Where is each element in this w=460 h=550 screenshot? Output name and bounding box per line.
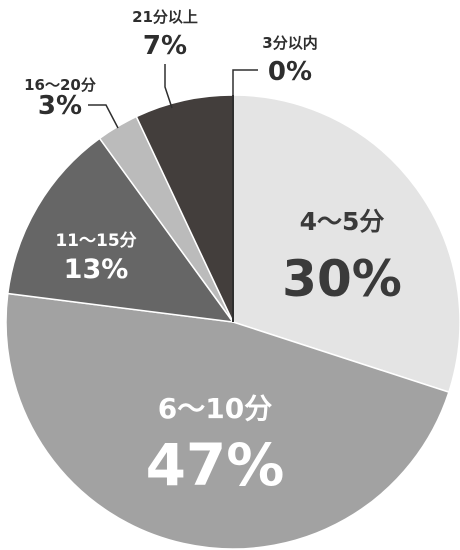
slice-3min-or-less-value-label: 0% bbox=[268, 57, 312, 87]
slice-21min-plus-label: 21分以上 bbox=[132, 8, 198, 26]
slice-16-20min-value-label: 3% bbox=[38, 91, 82, 121]
pie-slices bbox=[5, 94, 460, 550]
slice-3min-or-less-leader-line bbox=[232, 69, 258, 96]
slice-4-5min-value-label: 30% bbox=[282, 250, 402, 308]
slice-6-10min-label: 6～10分 bbox=[158, 392, 272, 425]
slice-4-5min bbox=[232, 94, 460, 394]
slice-4-5min-label: 4～5分 bbox=[300, 207, 385, 236]
slice-6-10min bbox=[5, 292, 450, 550]
slice-3min-or-less-label: 3分以内 bbox=[262, 34, 317, 52]
leader-lines bbox=[88, 64, 258, 129]
slice-11-15min bbox=[6, 137, 235, 323]
slice-11-15min-label: 11～15分 bbox=[55, 231, 136, 251]
slice-21min-plus-leader-line bbox=[164, 64, 173, 109]
slice-16-20min-leader-line bbox=[88, 104, 119, 129]
slice-11-15min-value-label: 13% bbox=[64, 254, 129, 285]
slice-16-20min-label: 16～20分 bbox=[24, 76, 96, 94]
slice-21min-plus-value-label: 7% bbox=[143, 31, 187, 61]
slice-6-10min-value-label: 47% bbox=[146, 431, 285, 499]
